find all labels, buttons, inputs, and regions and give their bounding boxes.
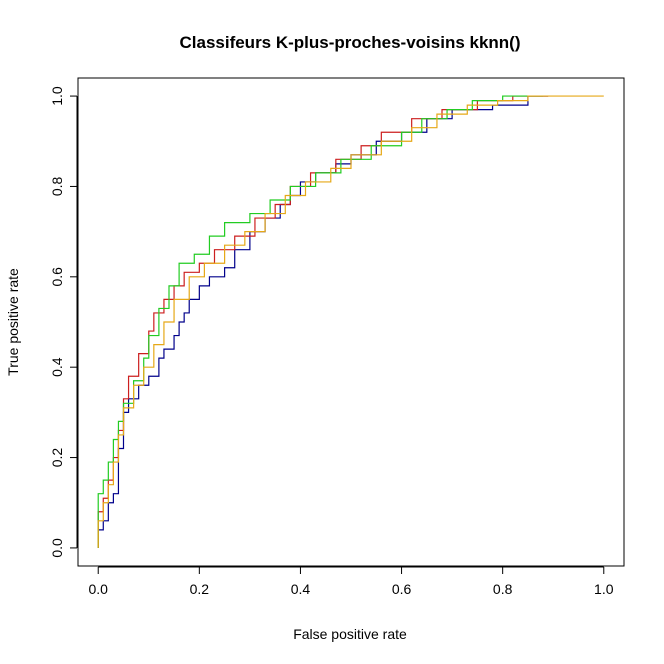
- x-tick-label: 0.2: [190, 581, 210, 597]
- y-tick-label: 0.2: [49, 448, 65, 468]
- plot-frame: [77, 77, 625, 567]
- chart-title: Classifeurs K-plus-proches-voisins kknn(…: [179, 33, 520, 52]
- y-tick-label: 0.8: [49, 177, 65, 197]
- x-axis: 0.0 0.2 0.4 0.6 0.8 1.0: [88, 566, 614, 597]
- y-tick-label: 1.0: [49, 86, 65, 106]
- y-tick-label: 0.6: [49, 267, 65, 287]
- x-tick-label: 0.4: [291, 581, 311, 597]
- x-axis-label: False positive rate: [293, 626, 407, 642]
- x-tick-label: 0.0: [88, 581, 108, 597]
- roc-curve-3: [97, 95, 544, 548]
- y-tick-label: 0.4: [49, 357, 65, 377]
- y-axis-label: True positive rate: [5, 268, 21, 376]
- y-axis: 0.0 0.2 0.4 0.6 0.8 1.0: [49, 86, 78, 558]
- x-tick-label: 1.0: [594, 581, 614, 597]
- x-tick-label: 0.8: [493, 581, 513, 597]
- series-layer: [97, 95, 604, 548]
- y-tick-label: 0.0: [49, 538, 65, 558]
- x-tick-label: 0.6: [392, 581, 412, 597]
- roc-curve-4: [97, 95, 604, 548]
